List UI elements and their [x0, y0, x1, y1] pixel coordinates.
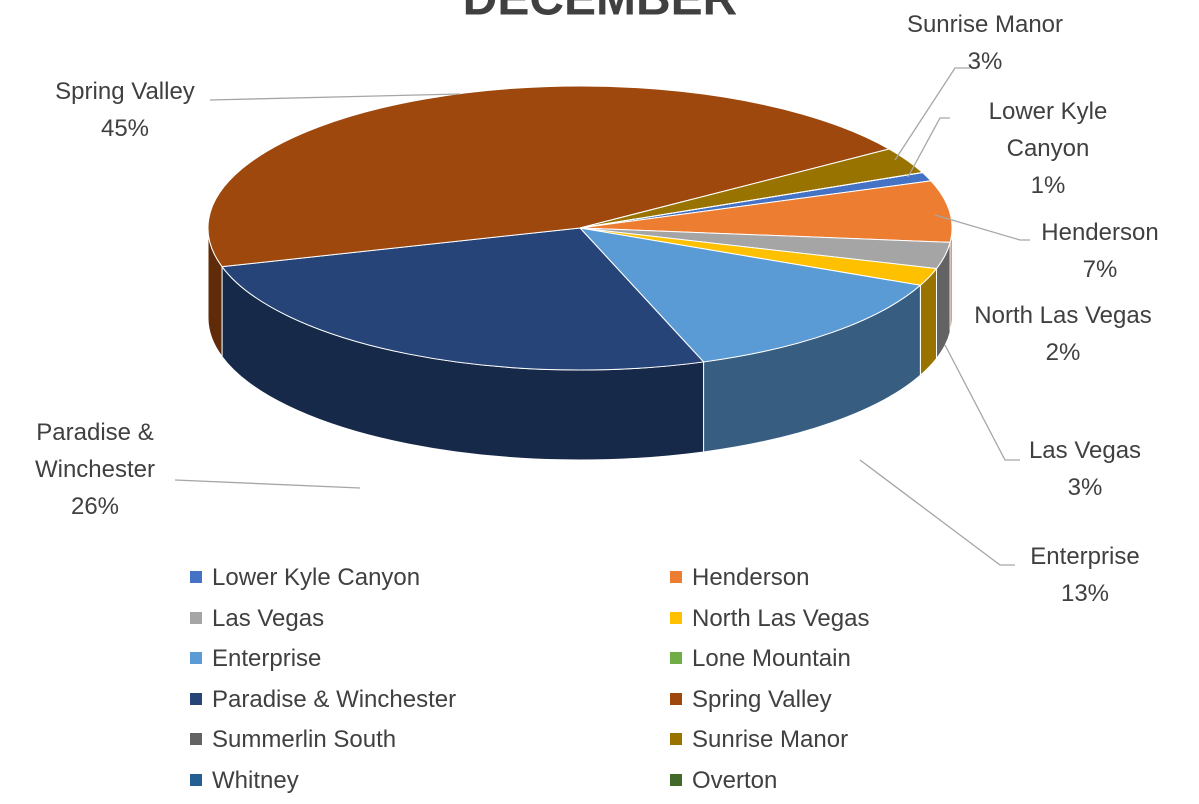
- legend-label: Henderson: [692, 564, 810, 591]
- data-label: Henderson 7%: [1000, 214, 1199, 288]
- legend-label: Enterprise: [212, 645, 322, 672]
- data-label-name: Henderson: [1041, 219, 1159, 246]
- legend-label: Lone Mountain: [692, 645, 851, 672]
- pie-slice: [579, 180, 953, 243]
- legend-swatch: [190, 611, 202, 624]
- legend-label: Paradise & Winchester: [212, 685, 457, 713]
- data-label-name: North Las Vegas: [974, 302, 1152, 329]
- legend-swatch: [670, 733, 682, 745]
- pie-slice-side: [919, 267, 937, 377]
- legend-entry: North Las Vegas: [670, 604, 869, 634]
- data-label-name: Spring Valley: [55, 78, 195, 105]
- data-label: Las Vegas 3%: [985, 432, 1185, 506]
- data-label-name: Paradise & Winchester: [34, 419, 156, 483]
- legend-label: Las Vegas: [212, 604, 325, 632]
- leader-line: [944, 344, 1020, 461]
- legend-swatch: [670, 773, 682, 786]
- legend-entry: Las Vegas: [190, 604, 324, 634]
- data-label-name: Enterprise: [1030, 543, 1140, 570]
- legend-entry: Spring Valley: [670, 685, 832, 715]
- legend-label: Whitney: [212, 766, 299, 794]
- data-label-name: Sunrise Manor: [906, 11, 1064, 38]
- leader-line: [859, 459, 1015, 566]
- legend-entry: Whitney: [190, 766, 299, 796]
- leader-line: [894, 67, 970, 161]
- data-label-value: 3%: [1067, 474, 1103, 501]
- data-label-value: 7%: [1082, 256, 1118, 283]
- data-label: Paradise & Winchester 26%: [5, 414, 185, 525]
- data-label: Lower Kyle Canyon 1%: [973, 93, 1123, 204]
- legend-swatch: [190, 733, 202, 745]
- legend-swatch: [670, 652, 682, 664]
- legend-entry: Lone Mountain: [670, 644, 851, 674]
- legend-swatch: [190, 773, 202, 786]
- data-label-value: 45%: [100, 115, 150, 142]
- data-label: Spring Valley 45%: [15, 73, 235, 147]
- legend-label: Summerlin South: [212, 726, 397, 753]
- legend-label: North Las Vegas: [692, 604, 870, 632]
- legend-swatch: [190, 652, 202, 664]
- legend-label: Spring Valley: [692, 685, 832, 713]
- legend-entry: Overton: [670, 766, 777, 796]
- pie-sides: [207, 227, 953, 461]
- legend-swatch: [190, 692, 202, 705]
- legend-swatch: [670, 692, 682, 705]
- legend-label: Overton: [692, 766, 778, 794]
- data-label-value: 26%: [70, 493, 120, 520]
- data-label: Sunrise Manor 3%: [875, 6, 1095, 80]
- legend-entry: Henderson: [670, 563, 809, 593]
- data-label-value: 2%: [1045, 339, 1081, 366]
- legend-swatch: [190, 571, 202, 583]
- legend-entry: Summerlin South: [190, 725, 396, 755]
- leader-line: [907, 117, 950, 178]
- data-label-name: Las Vegas: [1028, 437, 1142, 464]
- data-label-value: 3%: [967, 48, 1003, 75]
- pie-slice: [221, 227, 705, 371]
- data-label: Enterprise 13%: [985, 538, 1185, 612]
- legend-swatch: [670, 571, 682, 583]
- leader-line: [209, 93, 461, 101]
- legend-label: Lower Kyle Canyon: [212, 564, 421, 591]
- leader-line: [934, 214, 1030, 241]
- pie-slice: [578, 227, 922, 363]
- data-label-value: 13%: [1060, 580, 1110, 607]
- data-label-value: 1%: [1030, 172, 1066, 199]
- legend-entry: Sunrise Manor: [670, 725, 848, 755]
- leader-line: [174, 479, 361, 489]
- legend-entry: Paradise & Winchester: [190, 685, 456, 715]
- legend-entry: Lower Kyle Canyon: [190, 563, 420, 593]
- pie-slice: [207, 85, 891, 268]
- data-label-name: Lower Kyle Canyon: [988, 98, 1108, 162]
- legend-entry: Enterprise: [190, 644, 321, 674]
- legend-swatch: [670, 611, 682, 624]
- chart-title: DECEMBER: [463, 0, 738, 26]
- pie-tops: [207, 85, 953, 371]
- legend-label: Sunrise Manor: [692, 726, 849, 753]
- data-label: North Las Vegas 2%: [943, 297, 1183, 371]
